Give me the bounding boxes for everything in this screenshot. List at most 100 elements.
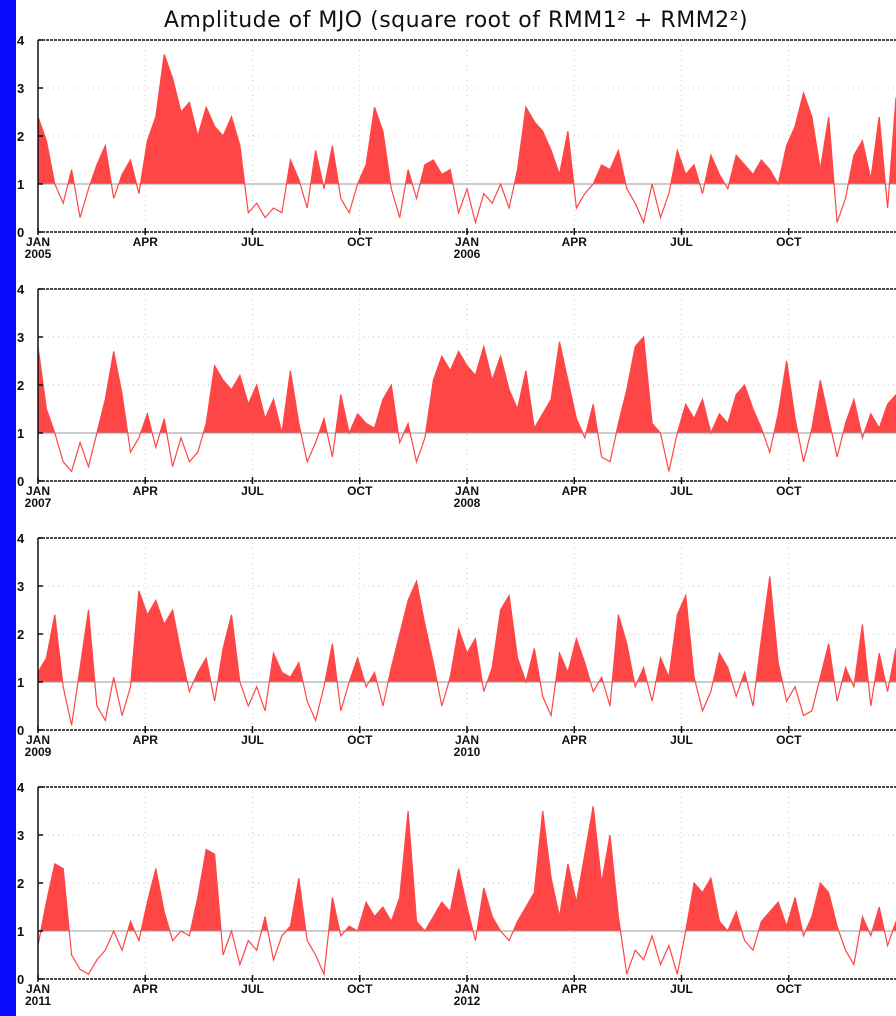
area-fill xyxy=(131,590,188,682)
x-tick-label: OCT xyxy=(776,484,802,498)
area-fill xyxy=(874,653,886,682)
x-tick-label: APR xyxy=(562,733,588,747)
x-tick-label: JAN xyxy=(455,733,479,747)
x-tick-label: JUL xyxy=(670,982,693,996)
area-fill xyxy=(756,576,783,682)
area-fill xyxy=(713,653,732,682)
y-tick-label: 3 xyxy=(17,579,24,594)
x-tick-label: 2008 xyxy=(454,496,481,510)
x-tick-label: 2009 xyxy=(25,745,52,759)
area-fill xyxy=(778,92,835,184)
area-fill xyxy=(38,346,55,433)
y-tick-label: 1 xyxy=(17,426,24,441)
y-tick-label: 2 xyxy=(17,378,24,393)
area-fill xyxy=(217,614,240,682)
area-fill xyxy=(310,150,323,184)
area-fill xyxy=(841,667,852,682)
x-tick-label: OCT xyxy=(347,733,373,747)
area-fill xyxy=(40,863,70,931)
x-tick-label: JUL xyxy=(670,484,693,498)
area-fill xyxy=(261,916,268,931)
area-fill xyxy=(90,145,112,184)
area-fill xyxy=(677,399,711,433)
area-fill xyxy=(96,351,128,433)
area-fill xyxy=(335,394,350,433)
y-tick-label: 0 xyxy=(17,474,24,489)
area-fill xyxy=(193,658,211,682)
x-tick-label: OCT xyxy=(776,982,802,996)
x-tick-label: APR xyxy=(133,484,159,498)
area-fill xyxy=(729,155,779,184)
figure: Amplitude of MJO (square root of RMM1² +… xyxy=(16,0,896,1016)
y-tick-label: 1 xyxy=(17,177,24,192)
series-line xyxy=(37,54,896,225)
area-fill xyxy=(525,648,541,682)
x-tick-label: 2011 xyxy=(25,994,51,1008)
area-fill xyxy=(405,169,413,184)
area-fill xyxy=(670,150,700,184)
y-tick-label: 0 xyxy=(17,225,24,240)
x-tick-label: OCT xyxy=(776,235,802,249)
x-tick-label: JAN xyxy=(455,484,479,498)
x-tick-label: APR xyxy=(562,484,588,498)
area-fill xyxy=(805,883,839,931)
y-tick-label: 4 xyxy=(17,33,25,48)
area-fill xyxy=(555,638,591,682)
area-fill xyxy=(854,624,869,682)
area-fill xyxy=(203,365,282,433)
x-tick-label: APR xyxy=(133,982,159,996)
x-tick-label: JAN xyxy=(26,982,50,996)
y-tick-label: 2 xyxy=(17,627,24,642)
x-tick-label: JAN xyxy=(455,235,479,249)
area-fill xyxy=(758,897,803,931)
area-fill xyxy=(388,581,438,682)
series-line xyxy=(37,576,896,726)
x-tick-label: JUL xyxy=(241,484,264,498)
series-line xyxy=(37,806,896,977)
area-fill xyxy=(118,160,137,184)
area-fill xyxy=(38,116,55,184)
x-tick-label: APR xyxy=(133,235,159,249)
y-tick-label: 1 xyxy=(17,675,24,690)
area-fill xyxy=(357,107,391,184)
x-tick-label: 2007 xyxy=(25,496,52,510)
area-fill xyxy=(848,116,886,184)
area-fill xyxy=(593,150,626,184)
area-fill xyxy=(727,911,742,931)
area-fill xyxy=(319,418,328,433)
y-tick-label: 4 xyxy=(17,531,25,546)
x-tick-label: OCT xyxy=(347,484,373,498)
area-fill xyxy=(487,595,526,682)
area-fill xyxy=(349,385,399,433)
area-fill xyxy=(843,399,862,433)
area-fill xyxy=(420,160,453,184)
y-tick-label: 3 xyxy=(17,828,24,843)
area-fill xyxy=(685,878,728,931)
area-fill xyxy=(349,658,365,682)
area-fill xyxy=(616,337,661,433)
x-tick-label: JAN xyxy=(26,235,50,249)
y-tick-label: 0 xyxy=(17,972,24,987)
x-tick-label: 2010 xyxy=(454,745,481,759)
area-fill xyxy=(78,610,95,682)
area-fill xyxy=(324,643,338,682)
x-tick-label: OCT xyxy=(347,982,373,996)
x-tick-label: JUL xyxy=(241,982,264,996)
x-tick-label: JUL xyxy=(241,235,264,249)
x-tick-label: OCT xyxy=(776,733,802,747)
area-fill xyxy=(655,595,696,682)
area-fill xyxy=(190,849,222,931)
area-fill xyxy=(269,653,303,682)
y-tick-label: 2 xyxy=(17,876,24,891)
x-tick-label: APR xyxy=(133,733,159,747)
area-fill xyxy=(140,54,245,185)
chart-title: Amplitude of MJO (square root of RMM1² +… xyxy=(163,8,749,33)
x-tick-label: 2005 xyxy=(25,247,52,261)
x-tick-label: JUL xyxy=(670,235,693,249)
x-tick-label: 2012 xyxy=(454,994,481,1008)
